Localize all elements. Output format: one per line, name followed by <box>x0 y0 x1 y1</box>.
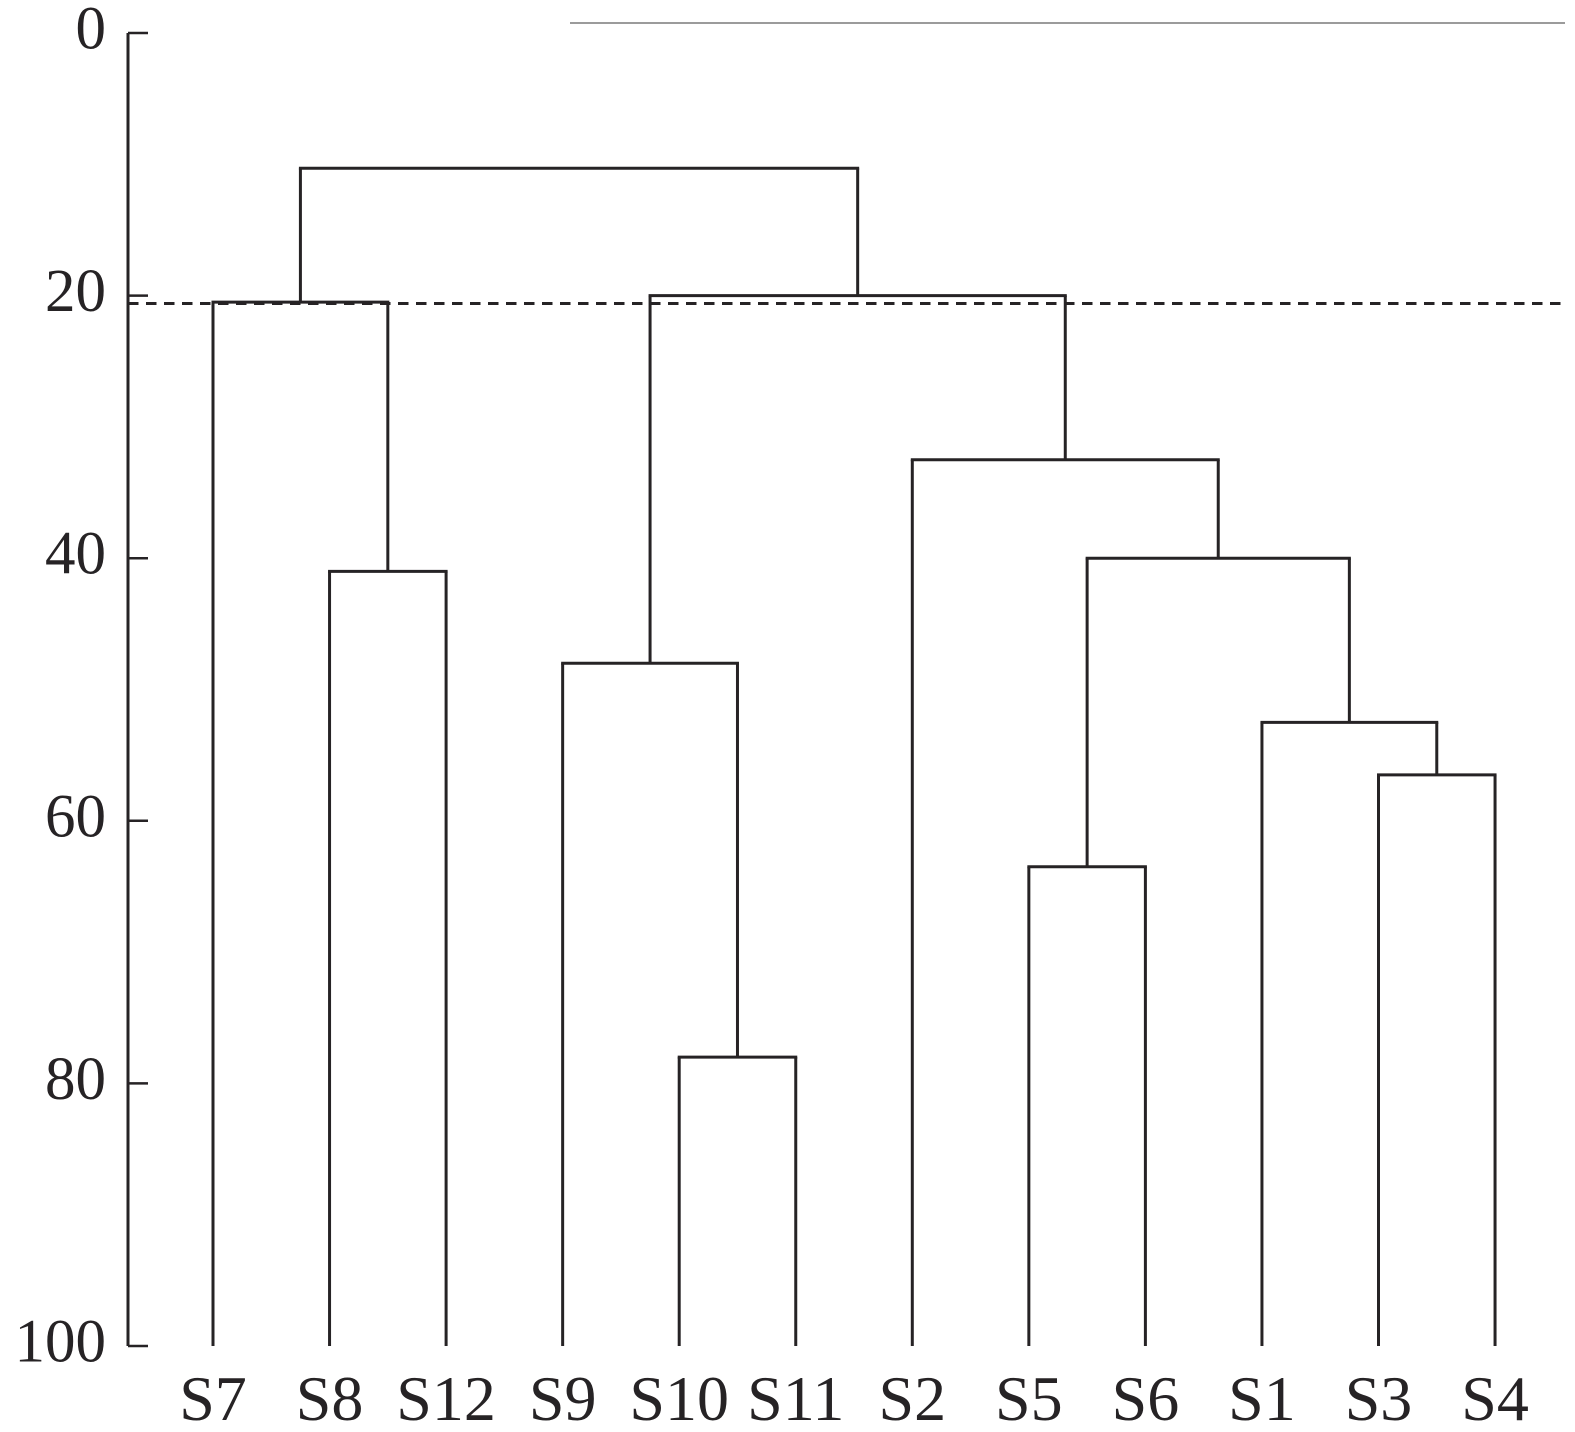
y-tick-label: 0 <box>76 0 107 63</box>
leaf-label: S4 <box>1461 1363 1529 1432</box>
y-tick-label: 20 <box>45 258 106 325</box>
y-tick-label: 80 <box>45 1046 106 1113</box>
leaf-label: S3 <box>1345 1363 1413 1432</box>
y-tick-label: 60 <box>45 783 106 850</box>
leaf-label: S2 <box>879 1363 947 1432</box>
leaf-label: S7 <box>179 1363 247 1432</box>
leaf-label: S8 <box>296 1363 364 1432</box>
y-tick-label: 40 <box>45 521 106 588</box>
y-tick-label: 100 <box>15 1309 107 1376</box>
leaf-label: S12 <box>396 1363 496 1432</box>
leaf-label: S6 <box>1112 1363 1180 1432</box>
leaf-label: S11 <box>747 1363 844 1432</box>
dendrogram-links <box>211 166 1497 1346</box>
leaf-labels: S7 S8 S12 S9 S10 S11 S2 S5 S6 S1 S3 S4 <box>179 1363 1529 1432</box>
leaf-label: S5 <box>995 1363 1063 1432</box>
y-axis: 0 20 40 60 80 100 <box>15 0 148 1376</box>
leaf-label: S9 <box>529 1363 597 1432</box>
leaf-label: S1 <box>1228 1363 1296 1432</box>
leaf-label: S10 <box>629 1363 729 1432</box>
